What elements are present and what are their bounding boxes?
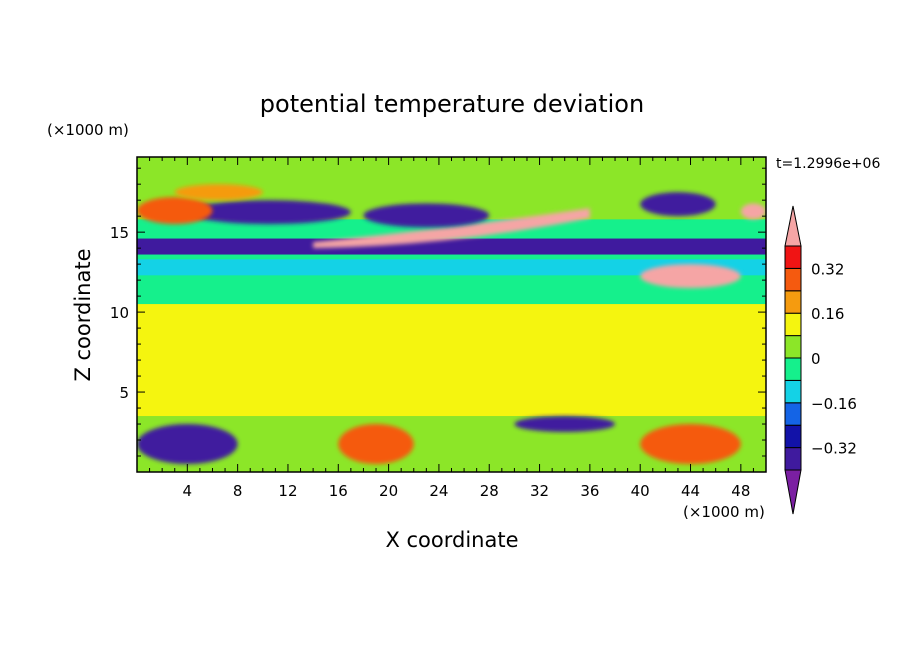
time-label: t=1.2996e+06 (776, 156, 880, 172)
x-tick-label: 20 (379, 482, 398, 500)
field-blob-5 (640, 264, 741, 289)
x-tick-label: 40 (631, 482, 650, 500)
colorbar-min-arrow (784, 469, 802, 515)
x-tick-label: 12 (278, 482, 297, 500)
x-tick-label: 8 (233, 482, 243, 500)
y-tick-label: 5 (119, 384, 129, 402)
x-tick-label: 48 (731, 482, 750, 500)
colorbar-label: 0.32 (811, 260, 844, 278)
field-band-2 (137, 259, 766, 276)
field-band-3 (137, 238, 766, 255)
contour-field (137, 157, 766, 472)
x-tick-label: 32 (530, 482, 549, 500)
y-axis-label: Z coordinate (71, 248, 95, 381)
y-unit-label: (×1000 m) (47, 121, 129, 139)
field-blob-10 (740, 203, 766, 220)
x-unit-label: (×1000 m) (683, 503, 765, 521)
x-axis-label: X coordinate (385, 528, 518, 552)
field-blob-8 (640, 192, 716, 217)
y-tick-label: 10 (110, 304, 129, 322)
colorbar-swatch (784, 335, 802, 359)
colorbar-swatch (784, 267, 802, 292)
colorbar-swatch (784, 379, 802, 404)
x-tick-label: 28 (480, 482, 499, 500)
x-tick-label: 36 (580, 482, 599, 500)
colorbar-label: −0.32 (811, 440, 857, 458)
field-blob-15 (514, 416, 616, 433)
colorbar-label: 0 (811, 350, 821, 368)
field-band-1 (137, 304, 766, 417)
colorbar-label: 0.16 (811, 305, 844, 323)
field-blob-14 (137, 424, 238, 465)
chart-title: potential temperature deviation (260, 90, 644, 118)
x-tick-label: 44 (681, 482, 700, 500)
field-blob-6 (187, 200, 351, 225)
field-blob-11 (174, 184, 263, 201)
field-blob-12 (338, 424, 414, 465)
x-tick-label: 24 (429, 482, 448, 500)
colorbar-swatch (784, 290, 802, 314)
colorbar-swatch (784, 447, 802, 471)
colorbar-swatch (784, 402, 802, 426)
colorbar-label: −0.16 (811, 395, 857, 413)
colorbar-swatch (784, 357, 802, 381)
field-blob-4 (313, 208, 590, 249)
field-blob-7 (363, 203, 490, 228)
colorbar: 0.32 0.16 0 −0.16 −0.32 (784, 205, 857, 515)
colorbar-swatch (784, 312, 802, 337)
x-axis: 4 8 12 16 20 24 28 32 36 40 44 48 (136, 157, 767, 500)
field-blob-13 (640, 424, 741, 465)
x-tick-label: 16 (329, 482, 348, 500)
colorbar-swatch (784, 424, 802, 449)
colorbar-swatch (784, 245, 802, 269)
y-axis: 5 10 15 (110, 167, 766, 457)
x-tick-label: 4 (183, 482, 193, 500)
colorbar-max-arrow (784, 205, 802, 247)
y-tick-label: 15 (110, 224, 129, 242)
field-blob-9 (137, 196, 213, 225)
